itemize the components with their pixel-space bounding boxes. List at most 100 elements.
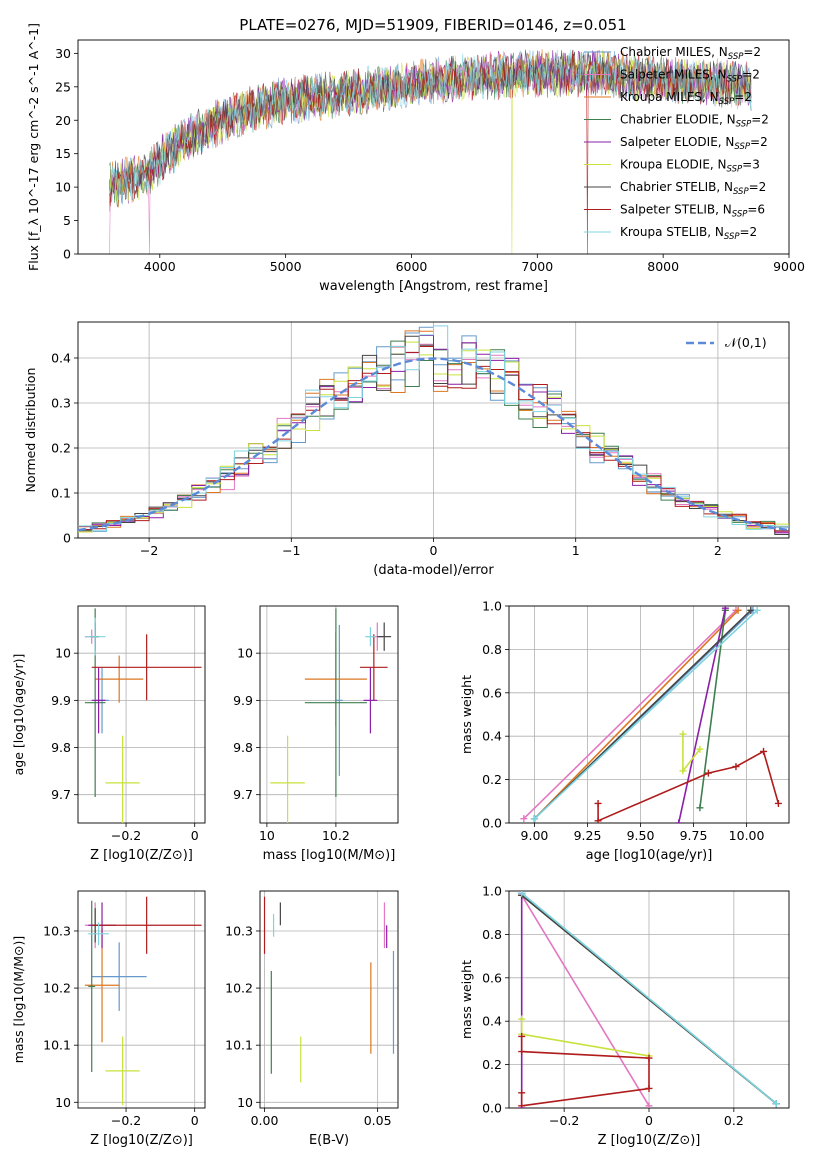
y-tick-label: 0.6 — [482, 685, 502, 700]
legend-count: =2 — [743, 45, 761, 59]
weight-marker — [594, 799, 602, 807]
x-tick-label: 0 — [191, 828, 199, 843]
y-tick-label: 0.1 — [51, 486, 71, 501]
y-axis-label: mass weight — [459, 675, 474, 754]
x-tick-label: 1 — [572, 543, 580, 558]
y-tick-label: 10.3 — [43, 923, 71, 938]
legend-count: =2 — [751, 113, 769, 127]
weight-marker — [645, 1102, 653, 1108]
histogram-group — [78, 325, 789, 535]
y-tick-label: 5 — [63, 213, 71, 228]
x-tick-label: 0 — [430, 543, 438, 558]
weight-vs-z-series — [518, 891, 780, 1108]
mass-vs-ebv-panel: 0.00 0.05 10 10.1 10.2 10.3 E(B-V) — [225, 890, 399, 1148]
weight-marker — [704, 769, 712, 777]
axes-frame — [259, 890, 399, 1109]
legend-subscript: SSP — [724, 232, 740, 242]
x-tick-label: −1 — [282, 543, 300, 558]
legend-subscript: SSP — [734, 142, 750, 152]
x-tick-label: −0.2 — [111, 828, 141, 843]
y-tick-label: 10.2 — [43, 981, 71, 996]
y-tick-label: 0.2 — [51, 441, 71, 456]
x-tick-label: 10.00 — [729, 828, 765, 843]
y-tick-label: 10 — [237, 1095, 253, 1110]
legend-subscript: SSP — [733, 187, 749, 197]
x-tick-label: 0.05 — [364, 1113, 392, 1128]
normal-curve — [78, 357, 789, 532]
y-axis-label: mass [log10(M/M⊙)] — [11, 936, 26, 1064]
x-tick-label: 9.50 — [627, 828, 655, 843]
weight-marker — [518, 1102, 526, 1108]
spectrum-series-group — [109, 49, 752, 254]
weight-marker — [518, 1048, 526, 1056]
x-tick-label: 7000 — [521, 259, 553, 274]
weight-line — [523, 609, 737, 820]
weight-vs-z-panel: −0.2 0 0.2 0.0 0.2 0.4 0.6 0.8 1.0 Z [log10(Z/Z⊙)… — [459, 884, 790, 1148]
weight-vs-age-series — [520, 606, 782, 823]
x-tick-label: −0.2 — [549, 1113, 579, 1128]
weight-line — [533, 609, 739, 820]
weight-marker — [760, 747, 768, 755]
x-axis-label: (data-model)/error — [373, 563, 494, 578]
y-tick-label: 10.2 — [225, 981, 253, 996]
y-tick-label: 0.4 — [482, 729, 502, 744]
weight-marker — [518, 1015, 526, 1023]
legend-label: Salpeter MILES, NSSP=2 — [620, 68, 760, 85]
y-tick-label: 1.0 — [482, 884, 502, 899]
y-tick-label: 10.1 — [43, 1038, 71, 1053]
y-tick-label: 30 — [55, 46, 71, 61]
x-axis-label: E(B-V) — [309, 1133, 349, 1148]
spectrum-panel: 4000 5000 6000 7000 8000 9000 0 5 10 15 20 25 30 wave… — [26, 23, 805, 294]
y-axis-label: age [log10(age/yr)] — [11, 654, 26, 776]
y-tick-label: 1.0 — [482, 599, 502, 614]
legend-label: Chabrier STELIB, NSSP=2 — [620, 180, 766, 197]
weight-line — [677, 608, 727, 823]
y-axis-label: mass weight — [459, 960, 474, 1039]
legend-count: =2 — [734, 90, 752, 104]
y-tick-label: 10 — [55, 1095, 71, 1110]
legend-label: Kroupa STELIB, NSSP=2 — [620, 225, 757, 242]
y-tick-label: 10 — [55, 646, 71, 661]
spectrum-line-9 — [109, 49, 752, 202]
axes-frame — [77, 321, 790, 539]
x-axis-label: Z [log10(Z/Z⊙)] — [90, 848, 193, 863]
x-axis-label: mass [log10(M/M⊙)] — [263, 848, 396, 863]
weight-line — [521, 894, 650, 1107]
weight-marker — [696, 804, 704, 812]
weight-marker — [518, 891, 526, 897]
age-vs-z-panel: −0.2 0 9.7 9.8 9.9 10 Z [log10(Z/Z⊙)] age [log1… — [11, 605, 206, 863]
weight-marker — [645, 1084, 653, 1092]
age-vs-mass-points — [270, 608, 392, 823]
x-tick-label: 0 — [191, 1113, 199, 1128]
weight-marker — [679, 730, 687, 738]
weight-marker — [747, 606, 755, 614]
y-tick-label: 0.0 — [482, 1101, 502, 1116]
x-tick-label: 2 — [714, 543, 722, 558]
age-vs-z-points — [84, 608, 202, 823]
legend-subscript: SSP — [728, 52, 744, 62]
legend-count: =2 — [742, 68, 760, 82]
legend-subscript: SSP — [736, 120, 752, 130]
y-tick-label: 0 — [63, 531, 71, 546]
weight-marker — [679, 767, 687, 775]
weight-marker — [594, 817, 602, 823]
x-tick-label: −0.2 — [111, 1113, 141, 1128]
y-tick-label: 25 — [55, 79, 71, 94]
mass-vs-z-points — [84, 896, 202, 1106]
legend-subscript: SSP — [732, 210, 748, 220]
weight-marker — [518, 1089, 526, 1097]
y-axis-label: Normed distribution — [23, 368, 38, 493]
legend-label: Kroupa ELODIE, NSSP=3 — [620, 158, 760, 175]
y-tick-label: 10 — [55, 180, 71, 195]
legend-label: Chabrier MILES, NSSP=2 — [620, 45, 761, 62]
y-tick-label: 15 — [55, 146, 71, 161]
weight-line — [533, 609, 758, 820]
weight-marker — [772, 1100, 780, 1108]
y-tick-label: 0.4 — [51, 351, 71, 366]
x-axis-label: Z [log10(Z/Z⊙)] — [598, 1133, 701, 1148]
x-tick-label: 8000 — [647, 259, 679, 274]
weight-marker — [753, 606, 761, 614]
x-tick-label: 5000 — [270, 259, 302, 274]
